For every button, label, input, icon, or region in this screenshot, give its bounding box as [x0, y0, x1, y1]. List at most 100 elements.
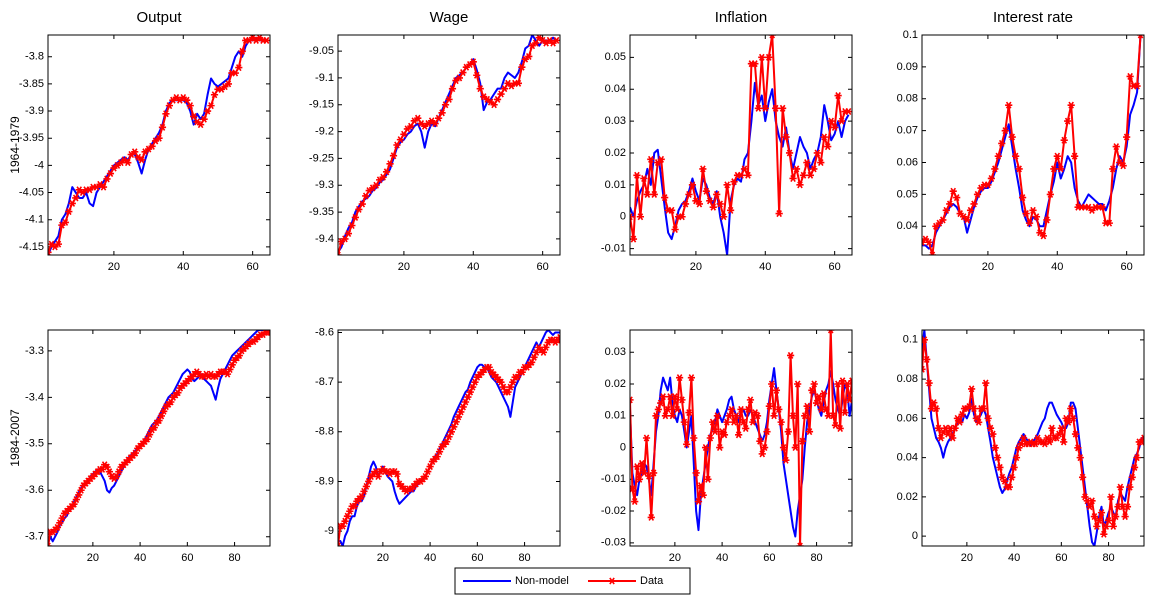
data-marker	[687, 374, 696, 382]
y-tick-label: 0.02	[897, 491, 918, 503]
data-marker	[224, 80, 232, 88]
data-marker	[744, 171, 752, 179]
data-marker	[779, 444, 788, 452]
data-marker	[1102, 522, 1110, 530]
data-marker	[836, 424, 844, 432]
y-tick-label: -9.4	[315, 233, 334, 245]
data-marker	[989, 430, 997, 438]
data-marker	[48, 248, 52, 255]
plot-area	[922, 330, 1144, 546]
x-tick-label: 80	[810, 552, 822, 564]
data-marker	[732, 412, 740, 420]
data-marker	[812, 399, 821, 407]
data-marker	[1045, 438, 1054, 446]
data-marker	[720, 213, 728, 221]
data-marker	[365, 477, 373, 485]
data-marker	[1093, 522, 1101, 530]
data-marker	[779, 104, 787, 112]
x-tick-label: 60	[247, 261, 259, 273]
data-marker	[1088, 206, 1096, 214]
data-marker	[749, 418, 757, 426]
data-marker	[991, 165, 999, 173]
data-marker	[341, 517, 349, 525]
x-tick-label: 80	[518, 552, 530, 564]
data-marker	[490, 101, 498, 109]
data-marker	[967, 385, 976, 393]
data-marker	[939, 216, 947, 224]
legend-marker	[608, 577, 616, 585]
axes-frame	[337, 34, 561, 256]
data-marker	[518, 63, 526, 71]
y-tick-label: 0	[912, 530, 918, 542]
data-marker	[986, 424, 995, 432]
data-marker	[1130, 463, 1139, 471]
y-tick-label: -9.35	[309, 206, 334, 218]
data-marker	[754, 104, 762, 112]
data-marker	[673, 405, 681, 413]
data-marker	[48, 542, 52, 546]
y-tick-label: 0.01	[605, 179, 626, 191]
data-marker	[794, 380, 802, 388]
x-tick-label: 20	[961, 552, 973, 564]
data-marker	[445, 433, 453, 441]
data-marker	[1112, 513, 1120, 521]
data-marker	[956, 210, 964, 218]
data-marker	[393, 141, 401, 149]
data-marker	[374, 472, 382, 481]
data-marker	[636, 213, 645, 221]
data-marker	[805, 428, 814, 436]
data-marker	[944, 430, 952, 438]
data-marker	[664, 405, 672, 413]
data-marker	[827, 117, 835, 125]
data-marker	[681, 200, 690, 208]
panel-title: Interest rate	[993, 9, 1073, 26]
data-marker	[1133, 82, 1141, 90]
data-marker	[372, 181, 380, 189]
data-marker	[514, 79, 522, 87]
data-marker	[654, 405, 662, 413]
data-marker	[699, 491, 707, 499]
legend-label: Data	[640, 575, 664, 587]
data-marker	[106, 169, 115, 178]
axes-frame	[337, 329, 561, 547]
data-marker	[346, 507, 354, 515]
data-marker	[723, 418, 731, 426]
data-marker	[998, 139, 1006, 147]
data-marker	[808, 386, 816, 394]
data-marker	[1043, 216, 1051, 224]
data-marker	[694, 498, 703, 506]
data-marker	[1116, 483, 1124, 491]
data-marker	[770, 412, 778, 420]
data-marker	[1105, 219, 1113, 227]
data-marker	[210, 91, 219, 99]
data-marker	[155, 134, 163, 142]
data-marker	[671, 393, 679, 401]
data-marker	[207, 102, 215, 110]
y-tick-label: 0.1	[903, 334, 918, 346]
y-tick-label: -0.03	[601, 537, 626, 549]
y-tick-label: 0	[620, 441, 626, 453]
data-marker	[1001, 127, 1009, 135]
data-marker	[831, 123, 839, 131]
data-marker	[459, 403, 467, 411]
data-marker	[469, 58, 477, 66]
data-marker	[922, 336, 928, 344]
data-marker	[706, 434, 714, 442]
y-tick-label: 0.04	[897, 452, 918, 464]
data-marker	[131, 148, 139, 156]
data-marker	[716, 200, 724, 208]
x-tick-label: 40	[759, 261, 771, 273]
data-marker	[837, 117, 846, 125]
y-tick-label: -8.7	[315, 376, 334, 388]
data-marker	[813, 149, 821, 157]
data-marker	[792, 165, 801, 173]
data-marker	[1060, 136, 1068, 144]
y-tick-label: 0.04	[605, 83, 626, 95]
data-marker	[680, 418, 688, 426]
data-marker	[817, 159, 825, 167]
data-marker	[831, 421, 840, 429]
data-marker	[183, 96, 191, 104]
data-marker	[1005, 101, 1013, 109]
data-marker	[1064, 117, 1072, 125]
series-group	[48, 35, 270, 255]
